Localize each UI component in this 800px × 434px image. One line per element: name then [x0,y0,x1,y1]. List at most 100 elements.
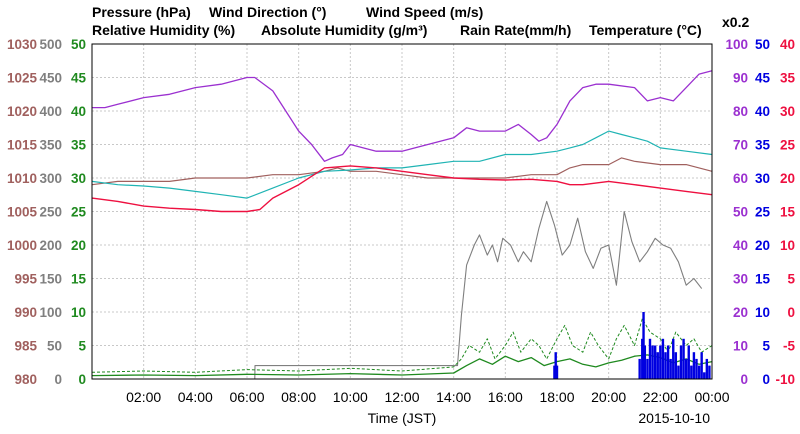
series-pressure [91,157,713,186]
grid-lines [92,44,712,379]
x-tick-label: 08:00 [281,389,316,405]
x-tick-labels: 02:00 04:00 06:00 08:00 10:00 12:00 14:00 16:00… [126,389,730,405]
rain-bar [705,358,709,379]
y-tick-pressure: 1010 [7,171,37,186]
series-temperature [91,165,713,213]
x-tick-label: 12:00 [384,389,419,405]
rain-bar [661,338,665,379]
y-tick-wind_speed: 20 [71,238,86,253]
rain-bar [646,358,649,379]
rain-bar [687,345,690,379]
y-tick-humidity: 60 [733,171,748,186]
y-tick-temperature: 25 [780,138,796,153]
y-tick-wind_direction: 500 [39,37,62,52]
y-tick-wind_speed: 40 [71,104,86,119]
y-tick-humidity: 30 [733,272,748,287]
series-wind-gust [91,318,713,373]
y-tick-abs_humidity: 10 [755,305,770,320]
x-tick-label: 06:00 [229,389,264,405]
legend-rain: Rain Rate(mm/h) [460,22,571,38]
rain-bar [642,312,645,379]
rain-bar [554,352,557,379]
y-tick-labels: 1030102510201015101010051000995990985980… [7,37,796,387]
y-tick-humidity: 10 [733,339,748,354]
rain-bar [651,345,654,379]
y-tick-wind_speed: 30 [71,171,86,186]
rain-bar [656,352,659,379]
y-tick-abs_humidity: 0 [762,372,770,387]
y-tick-wind_speed: 45 [71,71,87,86]
x-tick-label: 02:00 [126,389,161,405]
y-tick-humidity: 20 [733,305,748,320]
legend-abs-scale: x0.2 [722,14,749,30]
series-abs-humidity [91,130,713,199]
rain-bar [677,365,680,379]
y-tick-temperature: 5 [787,272,795,287]
legend-temperature: Temperature (°C) [589,22,702,38]
y-tick-abs_humidity: 20 [755,238,770,253]
data-series [91,70,713,380]
y-tick-abs_humidity: 25 [755,205,771,220]
legend-pressure: Pressure (hPa) [92,4,191,20]
y-tick-pressure: 1005 [7,205,38,220]
y-tick-temperature: 10 [780,238,795,253]
rain-bar [700,352,703,379]
y-tick-wind_speed: 5 [78,339,86,354]
rain-bar [555,365,559,379]
rain-bar [708,365,711,379]
y-tick-abs_humidity: 5 [762,339,770,354]
y-tick-temperature: 40 [780,37,795,52]
x-tick-label: 22:00 [643,389,678,405]
rain-bar [648,338,652,379]
y-tick-temperature: 30 [780,104,795,119]
legend-abs-humidity: Absolute Humidity (g/m³) [261,22,427,38]
y-tick-wind_direction: 50 [47,339,62,354]
y-tick-wind_speed: 25 [71,205,87,220]
y-tick-pressure: 1020 [7,104,37,119]
rain-bar [666,345,670,379]
y-tick-abs_humidity: 45 [755,71,771,86]
series-wind-direction [92,200,703,380]
rain-bar [659,345,662,379]
y-tick-temperature: 15 [780,205,796,220]
y-tick-humidity: 0 [740,372,748,387]
y-tick-wind_speed: 35 [71,138,87,153]
rain-bar [653,345,657,379]
plot-frame [91,43,713,380]
rain-bar [703,372,706,379]
y-tick-wind_direction: 100 [39,305,62,320]
y-tick-humidity: 50 [733,205,748,220]
y-tick-wind_direction: 150 [39,272,62,287]
y-tick-abs_humidity: 15 [755,272,771,287]
rain-bar [672,338,675,379]
y-tick-wind_direction: 300 [39,171,62,186]
rain-bar [669,358,672,379]
rain-bar [695,358,698,379]
y-tick-temperature: -10 [775,372,795,387]
y-tick-pressure: 990 [14,305,37,320]
y-tick-wind_direction: 0 [54,372,62,387]
y-tick-wind_speed: 50 [71,37,86,52]
y-tick-humidity: 90 [733,71,748,86]
x-tick-label: 14:00 [436,389,471,405]
rain-bar [664,352,667,379]
x-tick-label: 04:00 [178,389,213,405]
legend-wind-direction: Wind Direction (°) [209,4,326,20]
y-tick-humidity: 70 [733,138,748,153]
rain-bar [684,358,688,379]
rain-bar [690,365,693,379]
y-tick-pressure: 1015 [7,138,38,153]
rain-bar [553,365,556,379]
y-tick-pressure: 995 [14,272,37,287]
x-tick-label: 16:00 [488,389,523,405]
y-tick-abs_humidity: 30 [755,171,770,186]
y-tick-humidity: 100 [725,37,748,52]
y-tick-wind_direction: 400 [39,104,62,119]
legend-humidity: Relative Humidity (%) [92,22,235,38]
series-wind-speed [91,354,713,377]
y-tick-temperature: -5 [783,339,795,354]
series-humidity [92,70,713,162]
rain-bar [697,365,701,379]
